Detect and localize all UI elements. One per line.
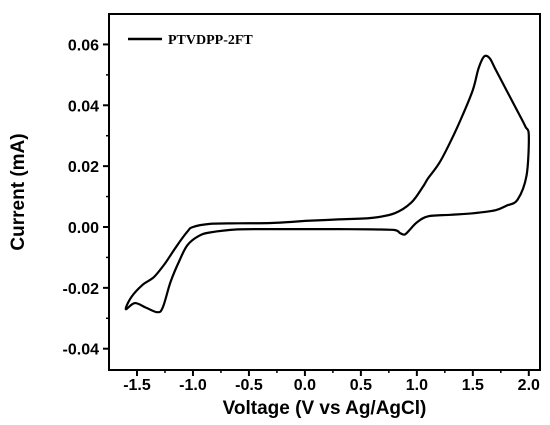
series-line xyxy=(124,54,530,314)
x-tick-labels: -1.5 -1.0 -0.5 0.0 0.5 1.0 1.5 2.0 xyxy=(123,377,540,394)
x-tick-label: 1.0 xyxy=(406,377,428,394)
y-tick-label: 0.06 xyxy=(68,37,99,54)
x-tick-label: 2.0 xyxy=(518,377,540,394)
y-tick-label: 0.04 xyxy=(68,98,99,115)
legend: PTVDPP-2FT xyxy=(128,33,253,48)
x-axis-title: Voltage (V vs Ag/AgCl) xyxy=(223,398,427,419)
legend-label: PTVDPP-2FT xyxy=(168,33,253,48)
x-tick-label: -1.5 xyxy=(123,377,151,394)
y-axis-title: Current (mA) xyxy=(8,133,29,250)
y-tick-label: -0.04 xyxy=(63,342,100,359)
series-layer xyxy=(124,54,530,314)
x-tick-label: 0.5 xyxy=(350,377,372,394)
tick-marks xyxy=(103,43,530,376)
y-tick-label: -0.02 xyxy=(63,281,100,298)
x-tick-label: 0.0 xyxy=(294,377,316,394)
x-tick-label: -1.0 xyxy=(179,377,207,394)
x-tick-label: 1.5 xyxy=(462,377,484,394)
y-tick-label: 0.02 xyxy=(68,159,99,176)
plot-frame xyxy=(108,13,541,371)
y-tick-label: 0.00 xyxy=(68,220,99,237)
y-tick-labels: -0.04 -0.02 0.00 0.02 0.04 0.06 xyxy=(63,37,100,358)
x-tick-label: -0.5 xyxy=(235,377,263,394)
